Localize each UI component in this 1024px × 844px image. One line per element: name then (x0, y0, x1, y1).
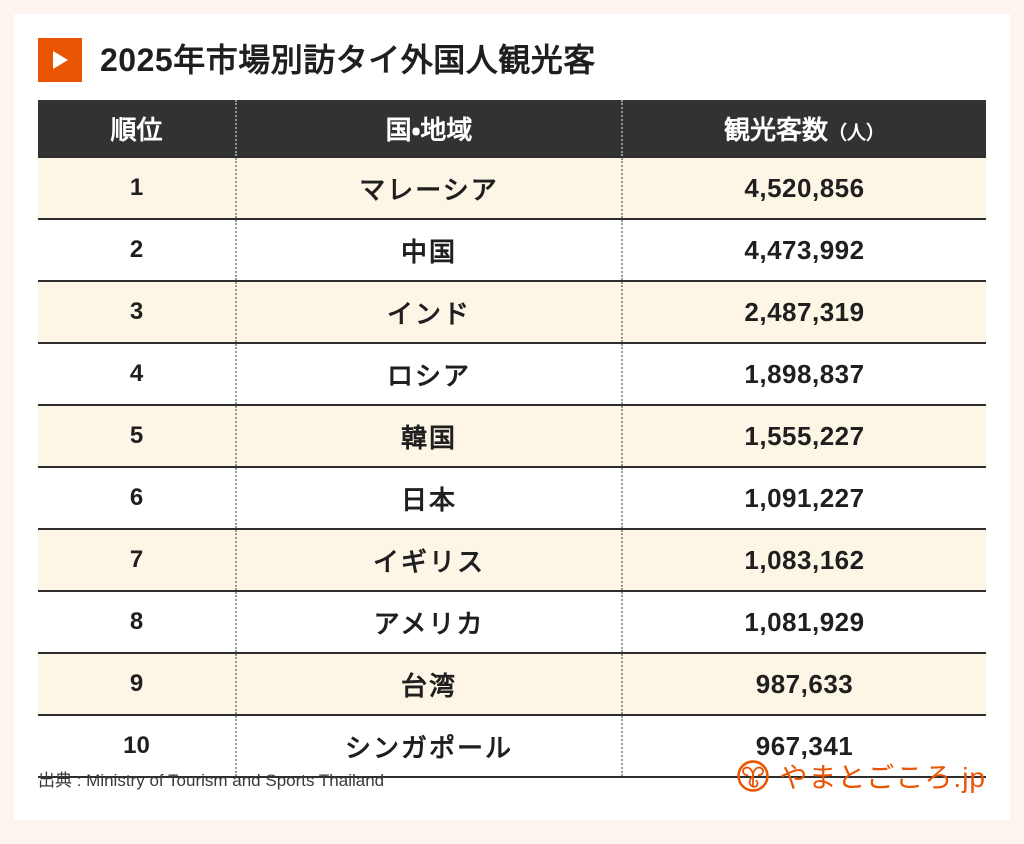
info-card: 2025年市場別訪タイ外国人観光客 順位 国・地域 観光客数（人） 1 マレーシ… (14, 14, 1010, 820)
table-header: 順位 国・地域 観光客数（人） (38, 100, 986, 157)
cell-rank: 8 (38, 590, 236, 653)
cell-visitors: 967,341 (621, 714, 986, 778)
table-row: 8 アメリカ 1,081,929 (38, 590, 986, 653)
cell-country: シンガポール (235, 714, 622, 778)
table-row: 9 台湾 987,633 (38, 652, 986, 715)
column-header-visitors: 観光客数（人） (621, 100, 986, 157)
cell-country: 中国 (235, 218, 622, 281)
table-body: 1 マレーシア 4,520,856 2 中国 4,473,992 3 インド 2… (38, 156, 986, 778)
cell-visitors: 1,083,162 (621, 528, 986, 591)
page-footer: 出典 : Ministry of Tourism and Sports Thai… (38, 758, 986, 798)
table-row: 7 イギリス 1,083,162 (38, 528, 986, 591)
ranking-table-container: 順位 国・地域 観光客数（人） 1 マレーシア 4,520,856 2 中国 4… (38, 100, 986, 778)
cell-country: インド (235, 280, 622, 343)
cell-country: 台湾 (235, 652, 622, 715)
cell-rank: 4 (38, 342, 236, 405)
cell-rank: 9 (38, 652, 236, 715)
cell-rank: 5 (38, 404, 236, 467)
cell-visitors: 4,520,856 (621, 156, 986, 219)
cell-visitors: 1,081,929 (621, 590, 986, 653)
cell-country: 韓国 (235, 404, 622, 467)
table-row: 5 韓国 1,555,227 (38, 404, 986, 467)
play-triangle-icon (38, 38, 82, 82)
cell-rank: 7 (38, 528, 236, 591)
column-header-rank: 順位 (38, 100, 236, 157)
cell-visitors: 1,555,227 (621, 404, 986, 467)
cell-visitors: 1,898,837 (621, 342, 986, 405)
cell-rank: 1 (38, 156, 236, 219)
cell-visitors: 1,091,227 (621, 466, 986, 529)
table-row: 3 インド 2,487,319 (38, 280, 986, 343)
source-note: 出典 : Ministry of Tourism and Sports Thai… (38, 770, 385, 790)
table-row: 6 日本 1,091,227 (38, 466, 986, 529)
table-row: 10 シンガポール 967,341 (38, 714, 986, 778)
table-row: 4 ロシア 1,898,837 (38, 342, 986, 405)
cell-country: 日本 (235, 466, 622, 529)
column-header-visitors-unit: （人） (828, 122, 886, 144)
ranking-table: 順位 国・地域 観光客数（人） 1 マレーシア 4,520,856 2 中国 4… (38, 100, 986, 778)
cell-rank: 10 (38, 714, 236, 778)
cell-visitors: 987,633 (621, 652, 986, 715)
cell-country: アメリカ (235, 590, 622, 653)
table-header-row: 順位 国・地域 観光客数（人） (38, 100, 986, 157)
cell-rank: 3 (38, 280, 236, 343)
table-row: 1 マレーシア 4,520,856 (38, 156, 986, 219)
mitsudomoe-circle-icon (736, 759, 770, 798)
cell-country: イギリス (235, 528, 622, 591)
cell-visitors: 2,487,319 (621, 280, 986, 343)
cell-rank: 6 (38, 466, 236, 529)
brand-logo[interactable]: やまとごころ.jp (736, 759, 986, 798)
page-header: 2025年市場別訪タイ外国人観光客 (38, 36, 596, 84)
page-title: 2025年市場別訪タイ外国人観光客 (100, 42, 596, 78)
cell-country: マレーシア (235, 156, 622, 219)
cell-visitors: 4,473,992 (621, 218, 986, 281)
cell-country: ロシア (235, 342, 622, 405)
column-header-country: 国・地域 (235, 100, 622, 157)
table-row: 2 中国 4,473,992 (38, 218, 986, 281)
column-header-visitors-label: 観光客数 (723, 114, 828, 145)
brand-logo-text: やまとごころ.jp (779, 762, 986, 793)
cell-rank: 2 (38, 218, 236, 281)
